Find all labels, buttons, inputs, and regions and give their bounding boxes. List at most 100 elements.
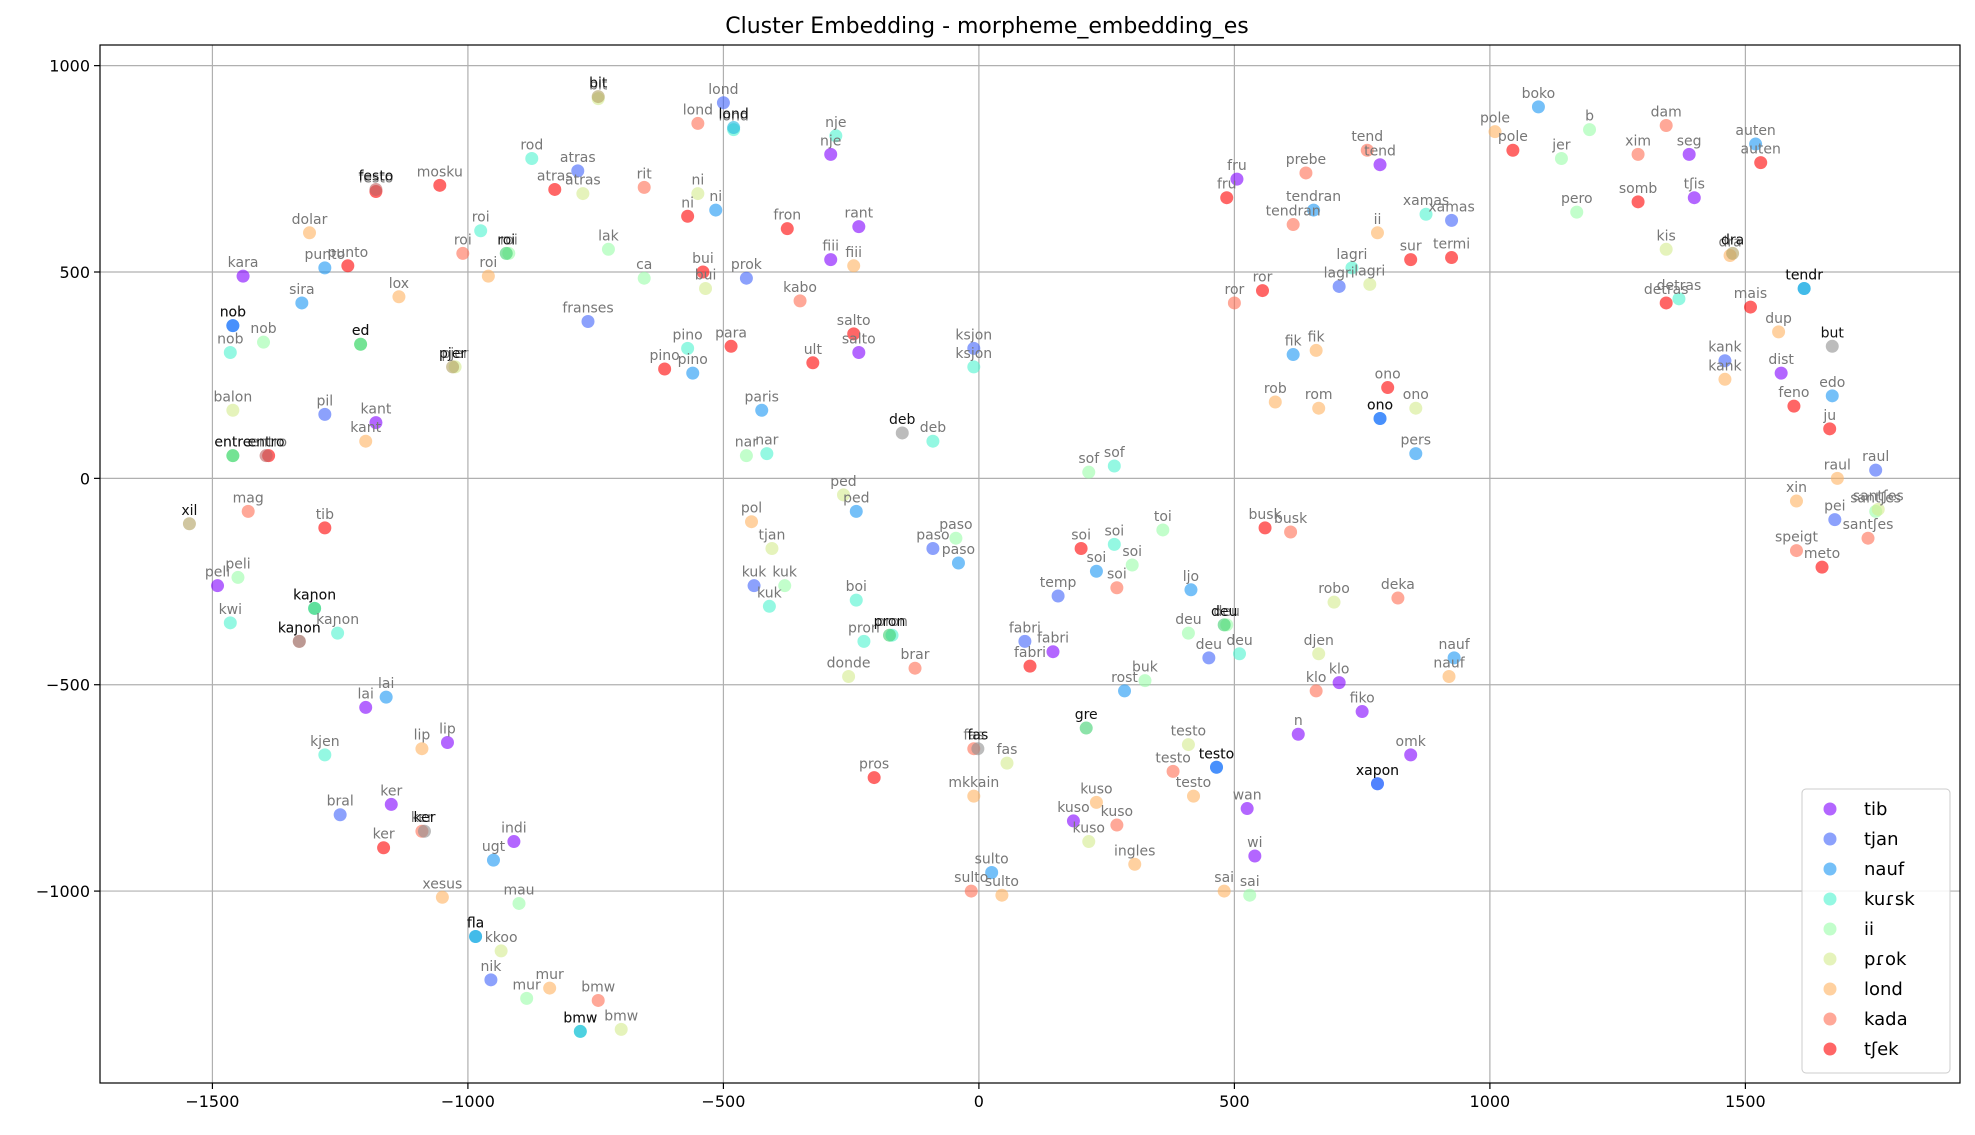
point-label: testo xyxy=(1199,746,1234,762)
data-point xyxy=(995,888,1009,902)
point-label: nar xyxy=(735,435,758,451)
data-point xyxy=(543,981,557,995)
point-label: lond xyxy=(683,102,713,118)
point-label: roi xyxy=(472,210,490,226)
data-point xyxy=(727,121,741,135)
point-label: tʃis xyxy=(1684,177,1705,193)
point-label: termi xyxy=(1433,237,1470,253)
point-label: sof xyxy=(1104,445,1126,461)
point-label: bmw xyxy=(563,1010,597,1026)
point-label: boi xyxy=(846,579,867,595)
point-label: pole xyxy=(1480,111,1510,127)
point-label: raul xyxy=(1862,449,1889,465)
data-point xyxy=(1789,544,1803,558)
data-point xyxy=(1718,354,1732,368)
point-label: pers xyxy=(1401,433,1432,449)
data-point xyxy=(691,187,705,201)
point-label: prok xyxy=(731,257,763,273)
data-point xyxy=(377,841,391,855)
data-point xyxy=(747,579,761,593)
point-label: punto xyxy=(327,245,368,261)
point-label: pil xyxy=(316,393,333,409)
data-point xyxy=(525,151,539,165)
point-label: soi xyxy=(1122,544,1142,560)
legend-entry: lond xyxy=(1864,979,1903,1000)
legend-box xyxy=(1801,788,1951,1074)
data-point xyxy=(226,449,240,463)
data-point xyxy=(1419,207,1433,221)
data-point xyxy=(1659,118,1673,132)
data-point xyxy=(591,993,605,1007)
legend-marker xyxy=(1823,1012,1837,1026)
point-label: bmw xyxy=(581,979,615,995)
point-label: kabo xyxy=(783,280,817,296)
data-point xyxy=(696,265,710,279)
point-label: atras xyxy=(565,173,601,189)
data-point xyxy=(882,628,896,642)
point-label: entro xyxy=(250,435,287,451)
data-point xyxy=(1181,738,1195,752)
point-label: dra xyxy=(1718,234,1741,250)
data-point xyxy=(1754,156,1768,170)
point-label: paris xyxy=(745,389,779,405)
point-label: speigt xyxy=(1775,530,1819,546)
point-label: kank xyxy=(1708,358,1742,374)
data-point xyxy=(499,246,513,260)
point-label: kuk xyxy=(742,565,768,581)
data-point xyxy=(435,890,449,904)
point-label: toi xyxy=(1154,509,1172,525)
data-point xyxy=(576,187,590,201)
point-label: nob xyxy=(217,331,243,347)
point-label: fru xyxy=(1227,158,1247,174)
point-label: deb xyxy=(889,412,916,428)
point-label: santʃes xyxy=(1853,488,1904,504)
point-label: salto xyxy=(837,313,871,329)
data-point xyxy=(308,601,322,615)
point-label: djen xyxy=(1304,633,1334,649)
data-point xyxy=(512,896,526,910)
point-label: robo xyxy=(1318,581,1349,597)
data-point xyxy=(857,634,871,648)
data-point xyxy=(1230,172,1244,186)
data-point xyxy=(231,570,245,584)
data-point xyxy=(1828,513,1842,527)
data-point xyxy=(341,259,355,273)
data-point xyxy=(1682,147,1696,161)
point-label: paso xyxy=(939,517,972,533)
data-point xyxy=(847,327,861,341)
point-label: pino xyxy=(673,327,703,343)
data-point xyxy=(739,271,753,285)
point-label: fik xyxy=(1308,329,1326,345)
data-point xyxy=(908,661,922,675)
point-label: tendran xyxy=(1266,204,1321,220)
point-label: kank xyxy=(1708,340,1742,356)
data-point xyxy=(1217,884,1231,898)
point-label: xamas xyxy=(1428,199,1474,215)
data-point xyxy=(1749,137,1763,151)
legend-marker xyxy=(1823,1042,1837,1056)
point-label: donde xyxy=(827,655,871,671)
point-label: fas xyxy=(967,728,988,744)
point-label: sulto xyxy=(985,874,1019,890)
point-label: ljo xyxy=(1183,569,1199,585)
legend-marker xyxy=(1823,802,1837,816)
data-point xyxy=(760,447,774,461)
point-label: lai xyxy=(358,686,374,702)
data-point xyxy=(303,226,317,240)
data-point xyxy=(1506,143,1520,157)
data-point xyxy=(895,426,909,440)
point-label: nauf xyxy=(1438,637,1470,653)
point-label: busk xyxy=(1274,511,1308,527)
data-point xyxy=(318,407,332,421)
point-label: kwi xyxy=(219,602,242,618)
data-point xyxy=(333,808,347,822)
point-label: lond xyxy=(719,107,749,123)
point-label: edo xyxy=(1819,375,1845,391)
point-label: kuk xyxy=(772,565,798,581)
data-point xyxy=(318,748,332,762)
data-point xyxy=(1659,242,1673,256)
data-point xyxy=(1082,465,1096,479)
data-point xyxy=(1672,292,1686,306)
